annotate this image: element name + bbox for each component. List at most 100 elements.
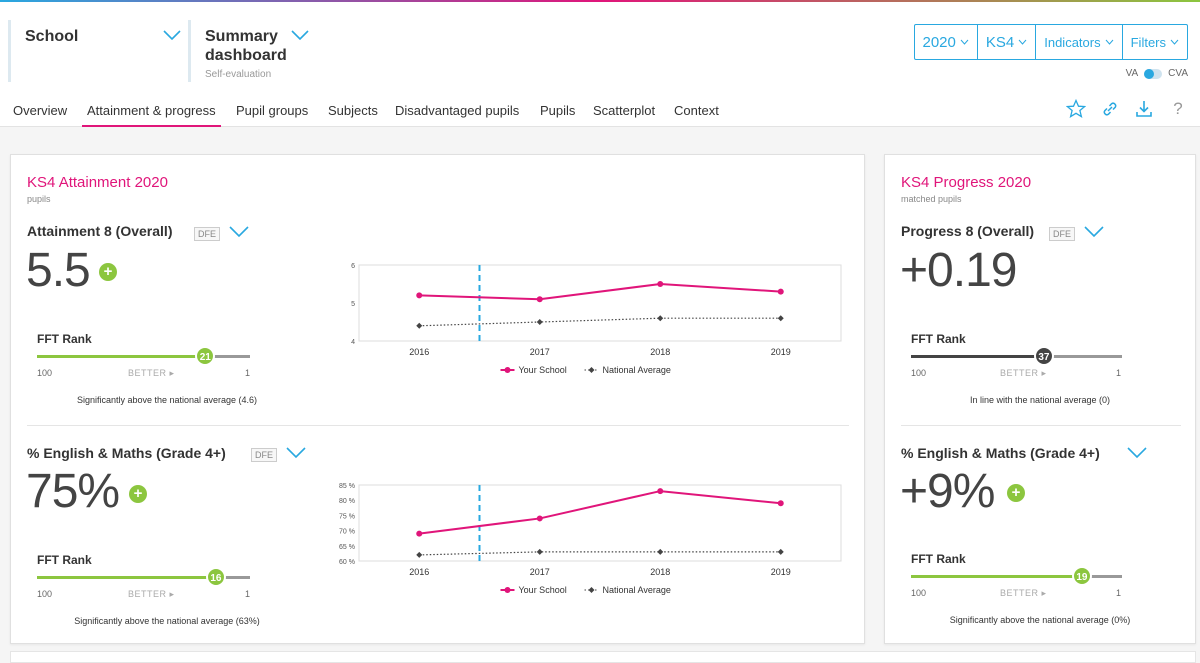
- filters-label: Filters: [1130, 34, 1166, 50]
- series-line-national: [419, 551, 781, 556]
- x-tick-label: 2016: [409, 567, 429, 577]
- download-icon[interactable]: [1134, 99, 1154, 119]
- tab-subjects[interactable]: Subjects: [328, 103, 378, 118]
- filters-dropdown[interactable]: Filters: [1123, 25, 1187, 59]
- data-point-school: [657, 281, 664, 287]
- tab-attainment-progress[interactable]: Attainment & progress: [82, 103, 221, 127]
- top-accent-bar: [0, 0, 1200, 2]
- x-tick-label: 2018: [650, 567, 670, 577]
- dashboard-selector[interactable]: Summary dashboard Self-evaluation: [188, 20, 318, 82]
- divider: [27, 425, 849, 426]
- legend-marker-national: [588, 587, 595, 593]
- rank-fill: [37, 355, 206, 358]
- rank-track: [37, 355, 250, 358]
- plot-area: [358, 484, 842, 562]
- chevron-down-icon[interactable]: [1084, 226, 1104, 238]
- y-tick-label: 85 %: [339, 483, 355, 490]
- rank-track: [911, 575, 1122, 578]
- va-cva-toggle[interactable]: VA CVA: [1126, 68, 1188, 79]
- chevron-down-icon[interactable]: [1127, 447, 1147, 459]
- school-selector[interactable]: School: [8, 20, 183, 82]
- chevron-down-icon[interactable]: [229, 226, 249, 238]
- legend-label-national: National Average: [603, 585, 671, 595]
- dashboard-selector-sub: Self-evaluation: [205, 69, 272, 80]
- legend-marker-national: [588, 367, 595, 373]
- metric-name: Attainment 8 (Overall): [27, 223, 173, 239]
- rank-fill: [911, 575, 1082, 578]
- y-tick-label: 75 %: [339, 513, 355, 520]
- indicators-dropdown[interactable]: Indicators: [1036, 25, 1123, 59]
- chevron-down-icon: [960, 39, 969, 45]
- year-label: 2020: [922, 33, 956, 51]
- big-value: 5.5: [26, 244, 91, 297]
- tab-context[interactable]: Context: [674, 103, 719, 118]
- chevron-down-icon: [1170, 39, 1179, 45]
- year-dropdown[interactable]: 2020: [915, 25, 978, 59]
- progress-card: KS4 Progress 2020 matched pupils Progres…: [884, 154, 1196, 644]
- better-label: BETTER ▸: [128, 589, 175, 599]
- chevron-down-icon[interactable]: [286, 447, 306, 459]
- rank-track: [911, 355, 1122, 358]
- rank-knob: 19: [1071, 566, 1092, 586]
- indicators-label: Indicators: [1044, 34, 1101, 50]
- rank-knob: 16: [205, 567, 226, 587]
- rank-low: 100: [37, 368, 53, 378]
- series-line-national: [419, 317, 781, 327]
- data-point-school: [416, 530, 423, 537]
- plus-icon: +: [1007, 484, 1025, 502]
- cva-label: CVA: [1168, 68, 1188, 79]
- attainment8-trend-chart: 4 5 6 2016 2017 2018 2019 Your School National A…: [351, 263, 842, 375]
- rank-knob: 21: [195, 346, 216, 366]
- data-point-school: [536, 515, 543, 522]
- tab-pupil-groups[interactable]: Pupil groups: [236, 103, 309, 118]
- tab-pupils[interactable]: Pupils: [540, 103, 576, 118]
- stage-label: KS4: [985, 33, 1015, 51]
- data-point-school: [777, 288, 784, 295]
- x-tick-label: 2017: [530, 567, 550, 577]
- legend-label-school: Your School: [519, 585, 567, 595]
- legend-marker-school: [504, 587, 511, 593]
- data-point-national: [416, 551, 423, 558]
- plot-area: [358, 264, 842, 342]
- chevron-down-icon: [163, 30, 181, 40]
- tab-overview[interactable]: Overview: [13, 103, 68, 118]
- metric-name: Progress 8 (Overall): [901, 223, 1035, 239]
- data-point-national: [657, 548, 664, 555]
- rank-fill: [911, 355, 1044, 358]
- tab-disadvantaged-pupils[interactable]: Disadvantaged pupils: [395, 103, 520, 118]
- star-icon[interactable]: [1066, 99, 1086, 119]
- stage-dropdown[interactable]: KS4: [978, 25, 1037, 59]
- y-tick-label: 4: [351, 339, 355, 346]
- dashboard-selector-line1: Summary: [205, 28, 278, 45]
- rank-description: Significantly above the national average…: [949, 615, 1131, 625]
- rank-track: [37, 576, 250, 579]
- chevron-down-icon: [291, 30, 309, 40]
- link-icon[interactable]: [1100, 99, 1120, 119]
- help-icon[interactable]: ?: [1173, 99, 1183, 118]
- data-point-school: [416, 292, 423, 299]
- divider: [901, 425, 1181, 426]
- tab-scatterplot[interactable]: Scatterplot: [593, 103, 656, 118]
- progress-title: KS4 Progress 2020: [901, 174, 1032, 191]
- data-point-school: [536, 296, 543, 303]
- y-tick-label: 5: [351, 301, 355, 308]
- dfe-badge: DFE: [251, 448, 277, 462]
- va-label: VA: [1125, 68, 1139, 79]
- metric-name: % English & Maths (Grade 4+): [27, 445, 226, 461]
- y-tick-label: 65 %: [339, 544, 355, 551]
- rank-description: Significantly above the national average…: [74, 616, 260, 626]
- toggle-switch[interactable]: [1144, 68, 1163, 79]
- tab-bar: Overview Attainment & progress Pupil gro…: [0, 94, 1200, 127]
- rank-fill: [37, 576, 216, 579]
- legend-marker-school: [504, 367, 511, 373]
- rank-label: FFT Rank: [911, 552, 966, 566]
- rank-knob: 37: [1033, 346, 1054, 366]
- dfe-badge: DFE: [194, 227, 220, 241]
- x-tick-label: 2019: [771, 567, 791, 577]
- metric-name: % English & Maths (Grade 4+): [901, 445, 1100, 461]
- rank-low: 100: [911, 368, 927, 378]
- y-tick-label: 80 %: [339, 498, 355, 505]
- plus-icon: +: [129, 485, 147, 503]
- attainment-card: KS4 Attainment 2020 pupils Attainment 8 …: [10, 154, 865, 644]
- nav-icons: ?: [1066, 99, 1188, 119]
